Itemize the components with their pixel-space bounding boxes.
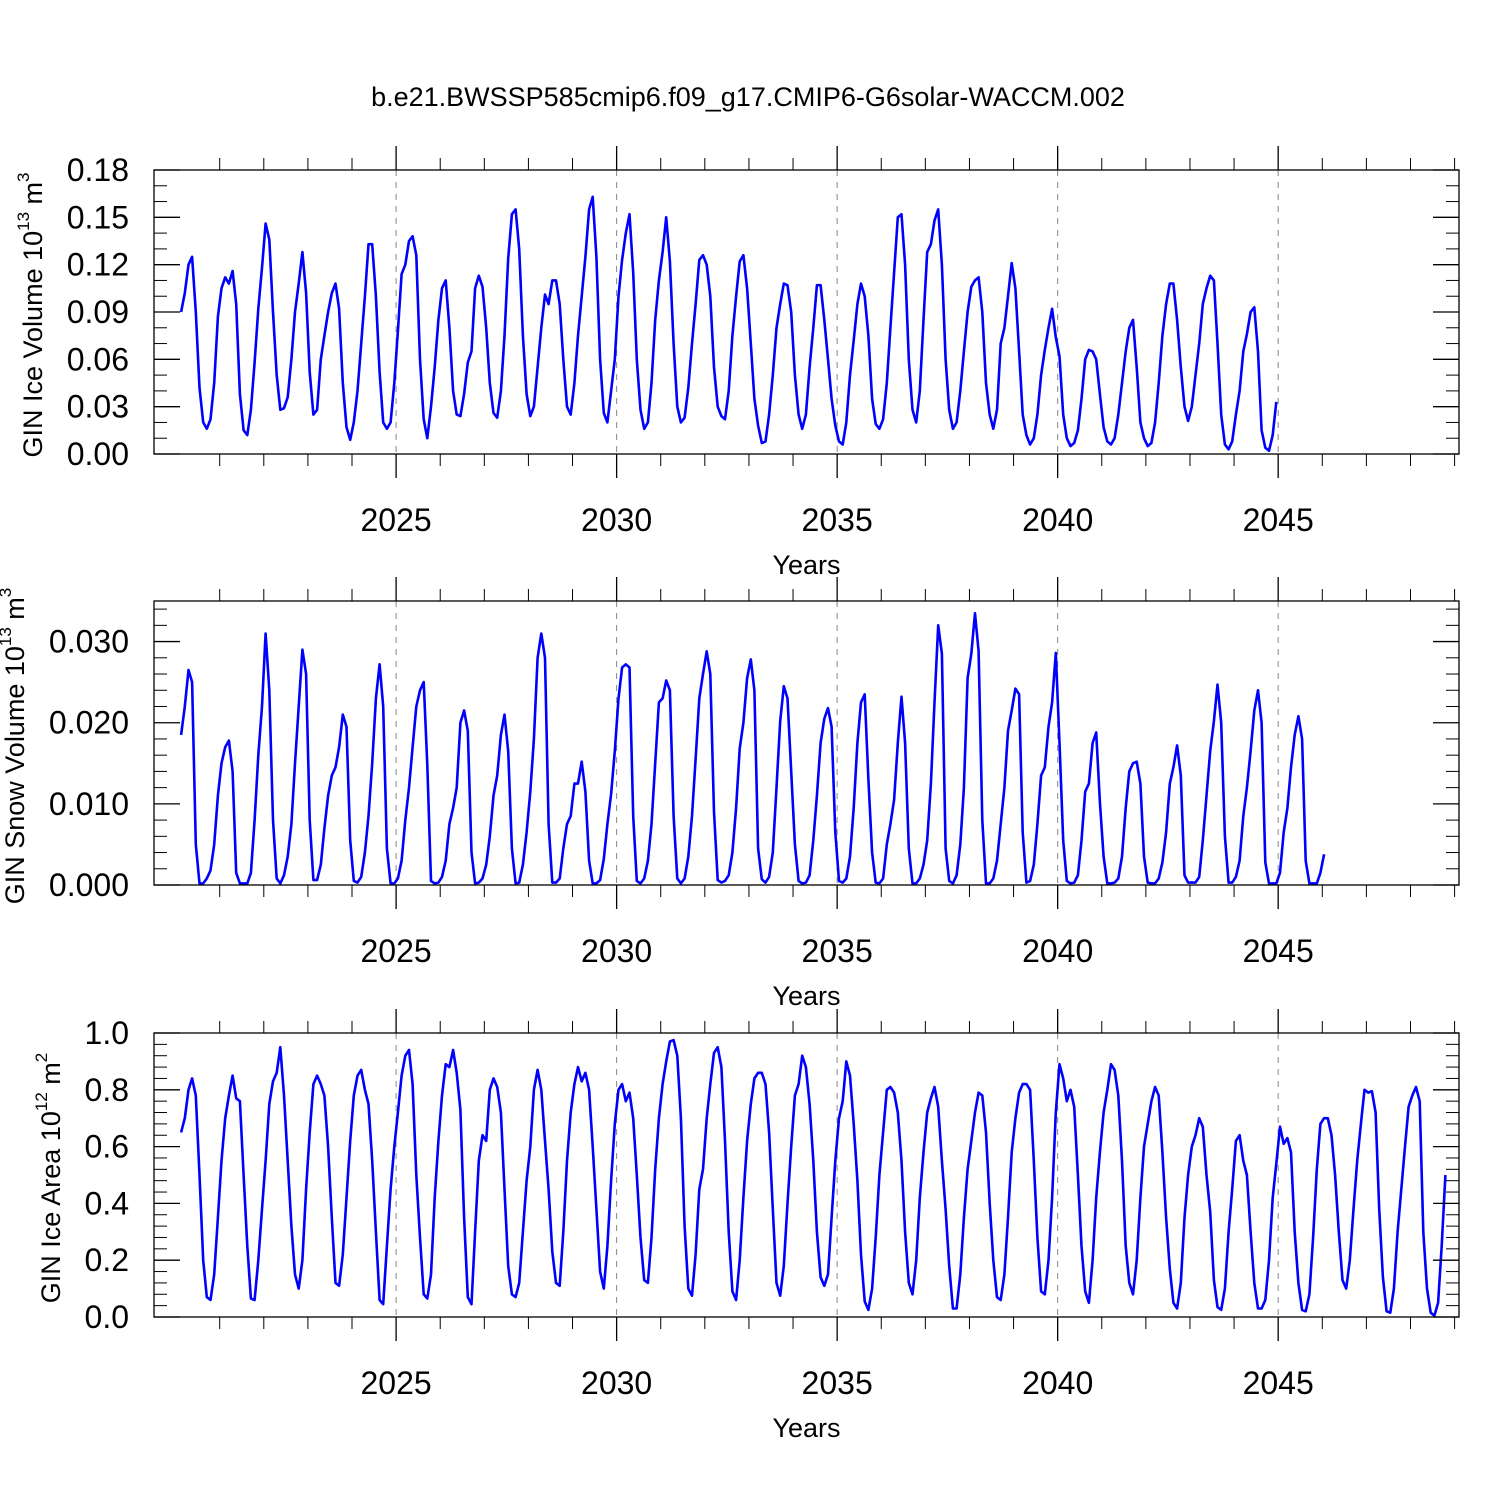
- y-tick-label: 0.020: [49, 705, 129, 741]
- x-axis-label: Years: [772, 1413, 840, 1443]
- x-tick-label: 2025: [361, 502, 432, 538]
- y-tick-label: 0.4: [85, 1185, 129, 1221]
- series-line-ice-volume: [179, 195, 1278, 453]
- plot-frame: [153, 1032, 1460, 1318]
- y-tick-label: 0.010: [49, 786, 129, 822]
- y-tick-label: 1.0: [85, 1015, 129, 1051]
- x-tick-label: 2035: [802, 933, 873, 969]
- y-tick-label: 0.03: [67, 389, 129, 425]
- x-tick-label: 2030: [581, 1365, 652, 1401]
- y-tick-label: 0.6: [85, 1129, 129, 1165]
- x-tick-label: 2025: [361, 933, 432, 969]
- x-tick-label: 2030: [581, 933, 652, 969]
- x-tick-label: 2040: [1022, 502, 1093, 538]
- y-tick-label: 0.18: [67, 152, 129, 188]
- y-axis-label: GIN Ice Area 1012 m2: [32, 1053, 66, 1304]
- y-tick-label: 0.030: [49, 624, 129, 660]
- x-tick-label: 2045: [1243, 933, 1314, 969]
- y-tick-label: 0.12: [67, 247, 129, 283]
- x-tick-label: 2035: [802, 1365, 873, 1401]
- y-tick-label: 0.09: [67, 294, 129, 330]
- y-axis-label: GIN Snow Volume 1013 m3: [0, 588, 30, 905]
- y-tick-label: 0.2: [85, 1242, 129, 1278]
- chart-title: b.e21.BWSSP585cmip6.f09_g17.CMIP6-G6sola…: [371, 82, 1125, 112]
- x-tick-label: 2040: [1022, 933, 1093, 969]
- y-tick-label: 0.06: [67, 341, 129, 377]
- series-line-snow-volume: [179, 611, 1326, 885]
- x-tick-label: 2040: [1022, 1365, 1093, 1401]
- panel-ice-area: 2025 2030 2035 2040 2045 0.0 0.2 0.4 0.6 0.8 1.0 Y…: [32, 1009, 1460, 1443]
- panel-snow-volume: 2025 2030 2035 2040 2045 0.000 0.010 0.020 0.030…: [0, 577, 1460, 1011]
- x-tick-label: 2030: [581, 502, 652, 538]
- y-tick-label: 0.00: [67, 436, 129, 472]
- x-axis-label: Years: [772, 981, 840, 1011]
- x-tick-label: 2025: [361, 1365, 432, 1401]
- x-tick-label: 2035: [802, 502, 873, 538]
- x-tick-label: 2045: [1243, 502, 1314, 538]
- series-line-ice-area: [179, 1038, 1447, 1317]
- x-tick-label: 2045: [1243, 1365, 1314, 1401]
- y-tick-label: 0.0: [85, 1299, 129, 1335]
- y-tick-label: 0.15: [67, 199, 129, 235]
- plot-frame: [153, 600, 1460, 886]
- y-tick-label: 0.000: [49, 867, 129, 903]
- y-axis-label: GIN Ice Volume 1013 m3: [14, 172, 48, 457]
- y-tick-label: 0.8: [85, 1072, 129, 1108]
- x-axis-label: Years: [772, 550, 840, 580]
- panel-ice-volume: 2025 2030 2035 2040 2045 0.00 0.03 0.06 0.09 0.12…: [14, 146, 1460, 580]
